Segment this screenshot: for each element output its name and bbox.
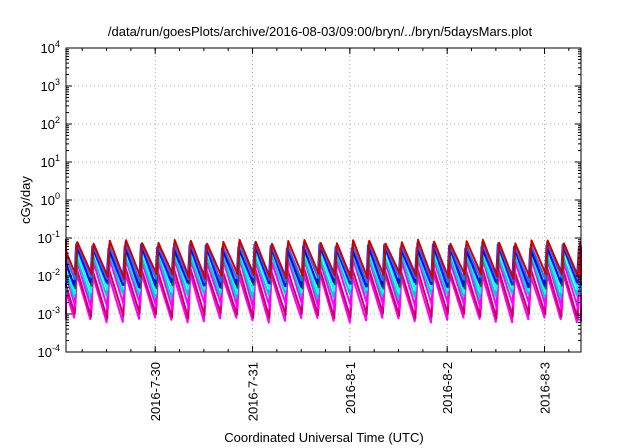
plot-frame [65, 47, 582, 353]
data-series-line [65, 238, 582, 280]
y-tick-label: 10-2 [38, 267, 60, 284]
x-axis-label: Coordinated Universal Time (UTC) [224, 430, 423, 445]
y-tick-label: 104 [41, 39, 60, 56]
x-tick-label: 2016-8-2 [440, 362, 455, 414]
x-tick-label: 2016-8-3 [538, 362, 553, 414]
plot-series [65, 238, 582, 324]
y-tick-label: 102 [41, 115, 60, 132]
x-tick-label: 2016-7-30 [148, 362, 163, 421]
x-tick-label: 2016-7-31 [246, 362, 261, 421]
chart-title: /data/run/goesPlots/archive/2016-08-03/0… [108, 24, 533, 39]
x-tick-label: 2016-8-1 [343, 362, 358, 414]
y-tick-label: 10-3 [38, 305, 60, 322]
x-axis: 2016-7-30 2016-7-31 2016-8-1 2016-8-2 2016-8… [81, 48, 570, 421]
y-tick-label: 101 [41, 153, 60, 170]
y-tick-label: 10-1 [38, 229, 60, 246]
grid-lines [66, 48, 581, 352]
y-tick-label: 10-4 [38, 343, 60, 360]
y-axis-label: cGy/day [18, 176, 33, 224]
y-tick-label: 100 [41, 191, 60, 208]
y-tick-label: 103 [41, 77, 60, 94]
